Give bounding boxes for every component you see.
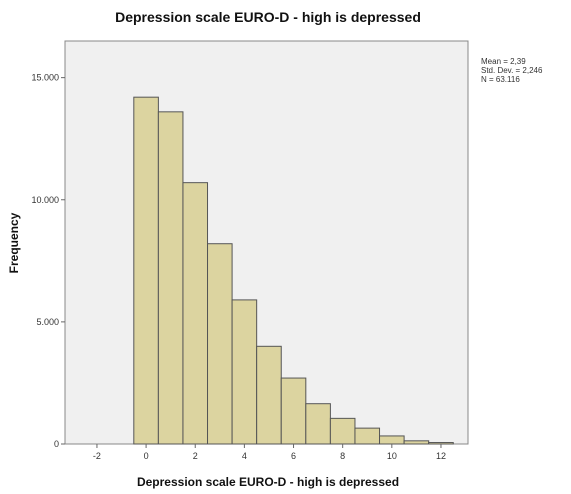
y-tick-label: 10.000: [31, 195, 59, 205]
x-tick-label: 8: [340, 451, 345, 461]
y-axis-label: Frequency: [7, 212, 21, 273]
x-tick-label: 0: [144, 451, 149, 461]
y-tick-label: 5.000: [36, 317, 59, 327]
x-axis: -2 0 2 4 6 8 10 12: [93, 444, 446, 461]
histogram-bar: [354, 427, 381, 445]
histogram-bar: [133, 96, 159, 445]
histogram-bar: [305, 403, 331, 445]
histogram-bar: [329, 417, 356, 445]
histogram-bar: [231, 299, 258, 445]
stats-n: N = 63.116: [481, 75, 520, 84]
x-axis-label: Depression scale EURO-D - high is depres…: [137, 475, 399, 489]
x-tick-label: 6: [291, 451, 296, 461]
bars-group: [133, 96, 454, 445]
histogram-bar: [182, 182, 209, 445]
histogram-bar: [379, 435, 405, 445]
x-tick-label: 2: [193, 451, 198, 461]
histogram-bar: [157, 111, 184, 445]
histogram-bar: [256, 345, 282, 445]
histogram-bar: [403, 440, 430, 445]
y-axis: 0 5.000 10.000 15.000: [31, 73, 65, 449]
x-tick-label: 10: [387, 451, 397, 461]
chart-title: Depression scale EURO-D - high is depres…: [115, 9, 421, 25]
histogram-bar: [428, 442, 454, 445]
histogram-bar: [207, 243, 233, 445]
x-tick-label: 4: [242, 451, 247, 461]
stats-std-dev: Std. Dev. = 2,246: [481, 66, 543, 75]
y-tick-label: 15.000: [31, 73, 59, 83]
y-tick-label: 0: [54, 439, 59, 449]
histogram-bar: [280, 377, 307, 445]
x-tick-label: 12: [436, 451, 446, 461]
x-tick-label: -2: [93, 451, 101, 461]
stats-mean: Mean = 2,39: [481, 57, 526, 66]
